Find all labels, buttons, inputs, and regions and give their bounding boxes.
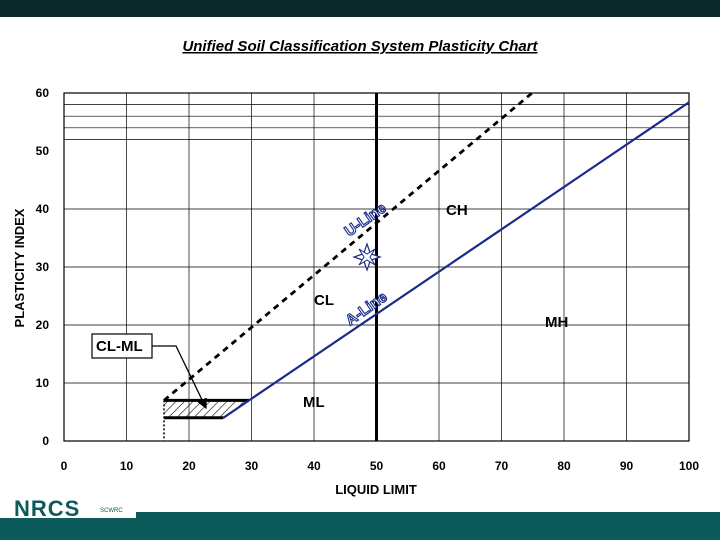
nrcs-logo: NRCS [14,496,81,521]
x-tick-label: 30 [245,459,259,473]
x-tick-label: 20 [182,459,196,473]
zone-label-cl: CL [314,292,334,309]
star-marker [352,242,382,272]
y-tick-label: 10 [36,376,50,390]
x-tick-label: 80 [557,459,571,473]
logo-box [0,498,136,518]
x-tick-labels: 0 10 20 30 40 50 60 70 80 90 100 [61,459,700,473]
y-tick-label: 50 [36,144,50,158]
chart-title: Unified Soil Classification System Plast… [182,38,538,55]
a-line-series [222,101,690,419]
x-tick-label: 70 [495,459,509,473]
x-tick-label: 40 [307,459,321,473]
zone-label-cl-ml: CL-ML [96,338,143,355]
y-tick-label: 40 [36,202,50,216]
y-axis-label: PLASTICITY INDEX [12,208,27,327]
y-tick-label: 30 [36,260,50,274]
x-tick-label: 60 [432,459,446,473]
x-tick-label: 0 [61,459,68,473]
zone-label-mh: MH [545,314,568,331]
nrcs-logo-subtext: SCWRC [100,508,123,514]
x-tick-label: 90 [620,459,634,473]
u-line-series [163,91,534,402]
zone-label-ch: CH [446,202,468,219]
y-tick-labels: 0 10 20 30 40 50 60 [36,86,50,448]
y-tick-label: 0 [42,434,49,448]
x-tick-label: 100 [679,459,699,473]
x-tick-label: 50 [370,459,384,473]
x-axis-label: LIQUID LIMIT [335,482,417,497]
x-tick-label: 10 [120,459,134,473]
y-tick-label: 20 [36,318,50,332]
zone-label-ml: ML [303,394,325,411]
top-bar [0,0,720,17]
y-tick-label: 60 [36,86,50,100]
cl-ml-pointer-arrow [152,345,207,410]
